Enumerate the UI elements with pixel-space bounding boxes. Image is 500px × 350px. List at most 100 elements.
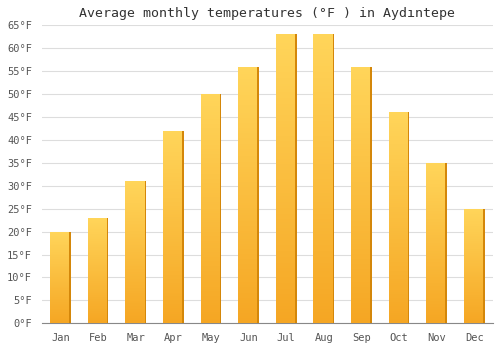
Bar xyxy=(351,246,372,249)
Bar xyxy=(238,133,259,136)
Bar xyxy=(276,176,296,179)
Bar xyxy=(426,237,447,238)
Bar xyxy=(126,238,146,239)
Bar xyxy=(351,95,372,97)
Bar xyxy=(163,243,184,244)
Bar xyxy=(276,298,296,300)
Bar xyxy=(238,108,259,110)
Bar xyxy=(88,293,108,294)
Bar xyxy=(351,84,372,87)
Bar xyxy=(200,110,222,112)
Bar xyxy=(426,229,447,230)
Bar xyxy=(200,243,222,245)
Bar xyxy=(238,321,259,323)
Bar xyxy=(126,299,146,301)
Bar xyxy=(163,139,184,140)
Bar xyxy=(464,302,484,303)
Bar xyxy=(388,135,409,138)
Bar xyxy=(200,170,222,172)
Bar xyxy=(464,264,484,265)
Bar xyxy=(238,213,259,216)
Bar xyxy=(388,321,409,323)
Bar xyxy=(126,222,146,224)
Bar xyxy=(200,135,222,138)
Bar xyxy=(163,131,184,133)
Bar xyxy=(314,262,334,266)
Bar xyxy=(238,69,259,72)
Bar xyxy=(351,280,372,282)
Bar xyxy=(426,294,447,296)
Bar xyxy=(50,290,71,291)
Bar xyxy=(314,84,334,86)
Bar xyxy=(388,184,409,186)
Bar xyxy=(351,108,372,110)
Bar xyxy=(426,274,447,275)
Bar xyxy=(88,226,108,228)
Bar xyxy=(351,264,372,267)
Bar xyxy=(464,308,484,310)
Bar xyxy=(238,264,259,267)
Bar xyxy=(50,267,71,268)
Bar xyxy=(351,287,372,290)
Bar xyxy=(126,237,146,238)
Bar xyxy=(200,174,222,177)
Bar xyxy=(276,84,296,86)
Bar xyxy=(163,283,184,285)
Bar xyxy=(276,274,296,277)
Bar xyxy=(70,232,71,323)
Bar xyxy=(126,281,146,282)
Bar xyxy=(276,303,296,306)
Bar xyxy=(426,262,447,264)
Bar xyxy=(50,278,71,279)
Bar xyxy=(200,96,222,99)
Bar xyxy=(464,254,484,256)
Bar xyxy=(88,237,108,238)
Bar xyxy=(351,236,372,239)
Bar xyxy=(163,317,184,320)
Bar xyxy=(464,314,484,315)
Bar xyxy=(163,216,184,217)
Bar xyxy=(464,227,484,228)
Bar xyxy=(351,277,372,280)
Bar xyxy=(314,124,334,127)
Bar xyxy=(464,211,484,212)
Bar xyxy=(388,182,409,184)
Bar xyxy=(88,232,108,233)
Bar xyxy=(464,260,484,261)
Bar xyxy=(50,248,71,249)
Bar xyxy=(88,311,108,312)
Bar xyxy=(276,289,296,292)
Bar xyxy=(50,300,71,301)
Bar xyxy=(238,162,259,164)
Bar xyxy=(314,101,334,104)
Bar xyxy=(50,279,71,280)
Bar xyxy=(314,205,334,208)
Bar xyxy=(351,110,372,113)
Bar xyxy=(126,205,146,207)
Bar xyxy=(351,210,372,213)
Bar xyxy=(163,281,184,283)
Bar xyxy=(88,258,108,259)
Bar xyxy=(163,287,184,289)
Bar xyxy=(276,205,296,208)
Bar xyxy=(351,133,372,136)
Bar xyxy=(126,211,146,212)
Bar xyxy=(426,277,447,278)
Bar xyxy=(426,219,447,220)
Bar xyxy=(200,296,222,298)
Bar xyxy=(314,34,334,37)
Bar xyxy=(126,184,146,186)
Bar xyxy=(126,292,146,294)
Bar xyxy=(200,232,222,234)
Bar xyxy=(163,210,184,212)
Bar xyxy=(88,312,108,313)
Bar xyxy=(388,195,409,197)
Bar xyxy=(314,107,334,110)
Bar xyxy=(388,153,409,155)
Bar xyxy=(426,315,447,317)
Bar xyxy=(200,257,222,259)
Bar xyxy=(88,287,108,288)
Bar xyxy=(50,307,71,308)
Bar xyxy=(276,61,296,63)
Bar xyxy=(314,92,334,95)
